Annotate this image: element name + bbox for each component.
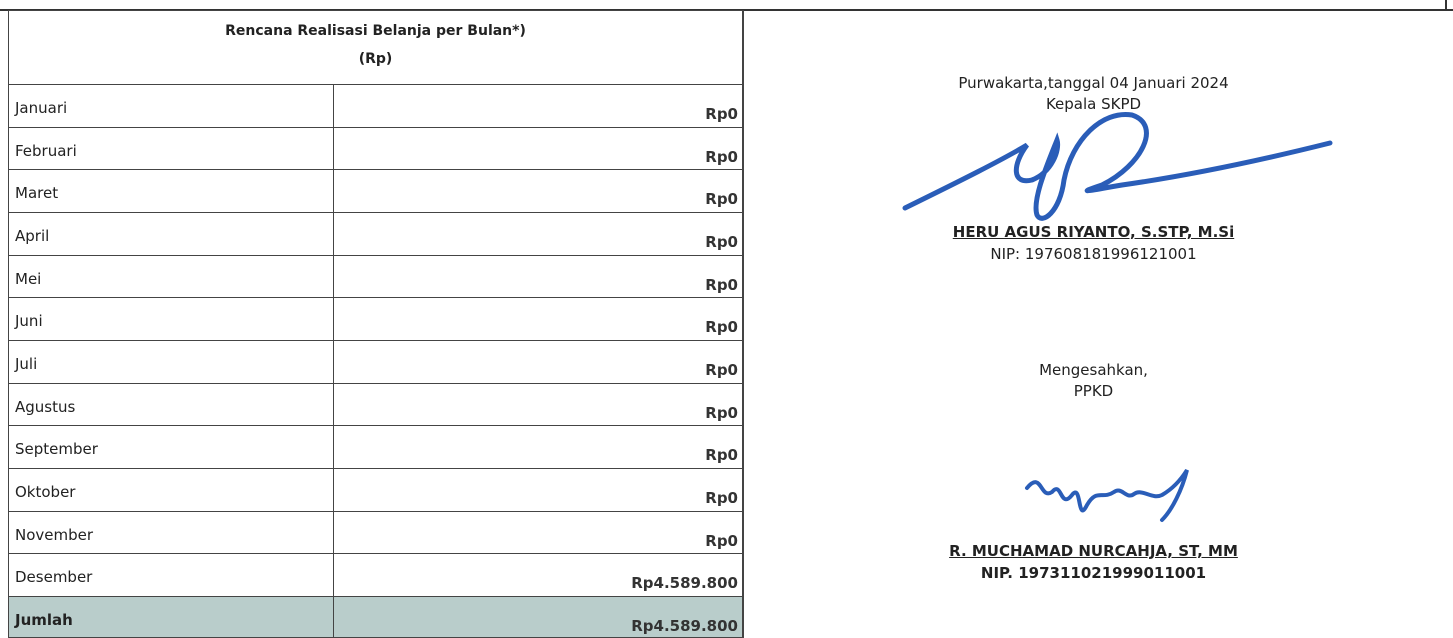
place-date: Purwakarta,tanggal 04 Januari 2024 (958, 74, 1229, 92)
month-label: April (8, 212, 334, 256)
total-label: Jumlah (8, 596, 334, 638)
signature-1 (902, 111, 1333, 221)
month-label: Oktober (8, 468, 334, 512)
month-amount: Rp4.589.800 (333, 553, 743, 597)
signer-name: HERU AGUS RIYANTO, S.STP, M.Si (952, 223, 1235, 241)
role: PPKD (1073, 382, 1114, 400)
month-amount: Rp0 (333, 169, 743, 213)
month-label: September (8, 425, 334, 469)
month-label: November (8, 510, 334, 555)
month-amount: Rp0 (333, 510, 743, 555)
month-label: Mei (8, 254, 334, 299)
month-label: Maret (8, 169, 334, 213)
total-amount: Rp4.589.800 (333, 596, 743, 638)
signatures (902, 111, 1333, 522)
month-label: Februari (8, 126, 334, 171)
approval: Mengesahkan, (1039, 361, 1148, 379)
month-label: Juli (8, 340, 334, 384)
month-amount: Rp0 (333, 126, 743, 171)
month-amount: Rp0 (333, 340, 743, 384)
table-title: Rencana Realisasi Belanja per Bulan*) (225, 23, 526, 39)
month-label: Desember (8, 553, 334, 597)
month-amount: Rp0 (333, 382, 743, 427)
table-subtitle: (Rp) (358, 51, 393, 67)
table-header: Rencana Realisasi Belanja per Bulan*) (R… (8, 10, 743, 85)
month-amount: Rp0 (333, 254, 743, 299)
divider (742, 10, 744, 638)
month-label: Juni (8, 297, 334, 341)
signer-nip: NIP: 197608181996121001 (990, 245, 1197, 263)
role: Kepala SKPD (1045, 95, 1142, 113)
month-label: Agustus (8, 382, 334, 427)
signer-nip: NIP. 197311021999011001 (980, 564, 1207, 582)
edge (1445, 0, 1447, 11)
month-label: Januari (8, 84, 334, 128)
month-amount: Rp0 (333, 468, 743, 512)
month-amount: Rp0 (333, 84, 743, 128)
month-amount: Rp0 (333, 297, 743, 341)
month-amount: Rp0 (333, 212, 743, 256)
month-amount: Rp0 (333, 425, 743, 469)
signer-name: R. MUCHAMAD NURCAHJA, ST, MM (949, 542, 1238, 560)
signature-2 (1025, 468, 1189, 522)
